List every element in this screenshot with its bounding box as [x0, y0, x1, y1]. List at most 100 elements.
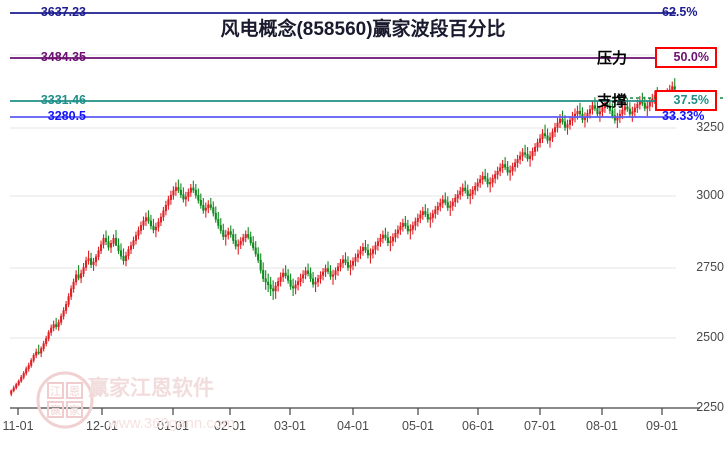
- candle-body: [606, 103, 609, 107]
- candle-body: [252, 242, 255, 249]
- candle-body: [40, 348, 43, 354]
- candle-body: [626, 106, 629, 110]
- candle-body: [282, 272, 285, 278]
- candle-body: [489, 182, 492, 185]
- candle-body: [361, 247, 365, 251]
- candle-body: [42, 343, 45, 349]
- candle-body: [122, 255, 125, 261]
- candle-body: [543, 133, 547, 137]
- candle-body: [326, 268, 330, 272]
- candle-body: [354, 257, 357, 262]
- candle-body: [274, 285, 277, 292]
- candle-body: [147, 217, 150, 222]
- candle-body: [434, 209, 437, 214]
- candle-body: [109, 243, 113, 248]
- candle-body: [119, 250, 123, 257]
- candle-body: [349, 264, 352, 268]
- candle-body: [314, 281, 317, 285]
- candle-body: [267, 281, 270, 286]
- candle-body: [262, 269, 265, 279]
- candle-body: [177, 187, 180, 191]
- candle-body: [104, 238, 108, 242]
- candle-body: [568, 119, 572, 125]
- candle-body: [374, 245, 377, 250]
- candle-body: [439, 202, 442, 207]
- candle-body: [284, 272, 287, 277]
- candle-body: [414, 221, 417, 226]
- candle-body: [169, 194, 172, 200]
- candle-body: [484, 175, 487, 180]
- candle-body: [391, 236, 394, 242]
- candle-body: [197, 194, 200, 201]
- candle-body: [541, 133, 544, 139]
- candle-body: [289, 280, 292, 287]
- candle-body: [419, 214, 422, 219]
- candle-body: [117, 245, 120, 251]
- candle-body: [616, 117, 619, 121]
- candle-body: [618, 113, 621, 119]
- candle-body: [421, 211, 424, 216]
- candle-body: [331, 274, 335, 277]
- candle-body: [192, 187, 195, 191]
- candle-body: [32, 355, 35, 361]
- candle-body: [628, 108, 631, 115]
- candle-body: [426, 213, 429, 220]
- candle-body: [479, 179, 482, 184]
- candle-body: [598, 111, 601, 115]
- candle-body: [129, 245, 133, 250]
- candle-body: [162, 210, 165, 218]
- candle-body: [666, 93, 669, 97]
- candle-body: [237, 244, 240, 247]
- candle-body: [556, 122, 559, 128]
- candle-body: [531, 151, 534, 157]
- candle-body: [207, 204, 210, 209]
- candle-body: [249, 236, 252, 244]
- candle-body: [608, 105, 611, 111]
- candle-body: [409, 229, 412, 232]
- candle-body: [137, 230, 140, 236]
- candle-body: [529, 155, 532, 160]
- candle-body: [167, 199, 170, 206]
- candle-body: [499, 167, 502, 172]
- candle-body: [566, 124, 569, 128]
- candle-body: [80, 273, 83, 279]
- candle-body: [302, 274, 305, 279]
- candle-body: [399, 226, 402, 231]
- candle-body: [476, 182, 479, 187]
- candle-body: [189, 187, 192, 193]
- candle-body: [247, 234, 250, 238]
- candle-body: [341, 259, 345, 264]
- candle-body: [159, 216, 162, 223]
- candle-body: [553, 127, 557, 133]
- candle-body: [149, 220, 152, 227]
- candle-body: [611, 110, 614, 116]
- candle-body: [202, 205, 205, 211]
- candle-body: [85, 260, 88, 268]
- candle-body: [62, 310, 65, 317]
- candle-body: [406, 225, 409, 232]
- candle-body: [516, 159, 519, 163]
- candle-body: [334, 270, 337, 275]
- candle-body: [424, 211, 427, 215]
- candle-body: [219, 225, 222, 231]
- candle-body: [299, 277, 302, 282]
- candle-body: [47, 332, 50, 339]
- candle-body: [524, 152, 527, 155]
- candle-body: [77, 274, 80, 279]
- candle-body: [663, 96, 666, 101]
- candle-body: [244, 234, 247, 239]
- candle-body: [174, 187, 177, 191]
- candle-body: [461, 187, 464, 192]
- candle-body: [27, 365, 30, 370]
- candle-body: [563, 121, 567, 128]
- candle-body: [227, 231, 230, 236]
- candle-body: [344, 259, 347, 263]
- candle-body: [474, 185, 477, 191]
- candle-body: [469, 193, 472, 197]
- candle-body: [514, 162, 517, 167]
- candle-body: [55, 324, 58, 328]
- candle-body: [411, 225, 414, 230]
- candle-body: [37, 351, 40, 354]
